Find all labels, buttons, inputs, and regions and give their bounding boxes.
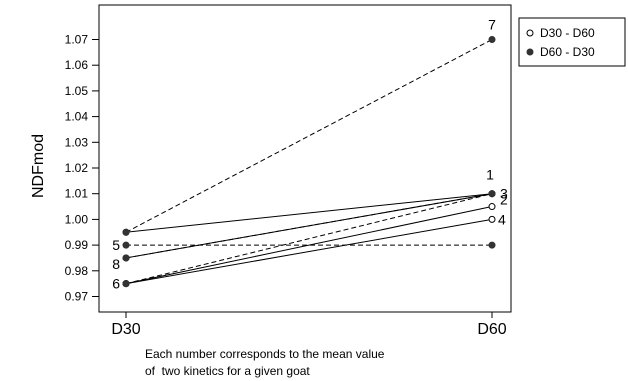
x-tick-label: D30: [111, 321, 140, 338]
y-tick-label: 1.04: [65, 110, 89, 124]
goat-point-4-d60: [488, 215, 496, 223]
y-axis: 0.97 0.98 0.99 1.00 1.01 1.02 1.03 1.04 1.05 1.06…: [65, 33, 99, 304]
caption-line-2: of two kinetics for a given goat: [145, 364, 310, 378]
goat-label-2: 2: [500, 192, 508, 208]
goat-label-8: 8: [112, 256, 120, 272]
goat-label-7: 7: [488, 17, 496, 33]
goat-line-8: [125, 193, 493, 259]
y-tick-label: 1.02: [65, 161, 89, 175]
y-tick-label: 1.07: [65, 33, 89, 47]
goat-line-4: [125, 218, 493, 285]
legend-marker-d60-d30: [526, 48, 534, 56]
legend: D30 - D60 D60 - D30: [518, 17, 626, 67]
y-tick-label: 0.97: [65, 290, 89, 304]
goat-label-5: 5: [112, 237, 120, 253]
series-lines: [125, 39, 493, 285]
y-tick-label: 1.06: [65, 58, 89, 72]
goat-point-2-d60: [488, 203, 496, 211]
goat-point-overlay-5-d60: [488, 241, 496, 249]
y-axis-label: NDFmod: [30, 134, 47, 198]
goat-point-overlay-8-d60: [488, 190, 496, 197]
goat-label-1: 1: [486, 167, 494, 183]
x-tick-label: D60: [477, 321, 506, 338]
goat-line-3: [125, 193, 493, 233]
goat-point-overlay-6-d30: [122, 280, 130, 287]
y-tick-label: 0.99: [65, 238, 89, 252]
goat-line-6: [125, 193, 493, 285]
y-tick-label: 0.98: [65, 264, 89, 278]
goat-line-7: [125, 39, 493, 233]
caption-line-1: Each number corresponds to the mean valu…: [145, 347, 385, 361]
goat-labels: 123 4 5 6 7 8: [112, 17, 508, 292]
legend-label-d60-d30: D60 - D30: [540, 45, 595, 59]
goat-point-overlay-8-d30: [122, 254, 130, 262]
series-points: [122, 36, 496, 288]
goat-point-overlay-5-d30: [122, 241, 130, 249]
y-tick-label: 1.03: [65, 135, 89, 149]
goat-point-overlay-7-d60: [488, 36, 496, 43]
legend-box: [518, 17, 626, 67]
goat-label-6: 6: [112, 276, 120, 292]
y-tick-label: 1.05: [65, 84, 89, 98]
y-tick-label: 1.00: [65, 212, 89, 226]
goat-point-overlay-7-d30: [122, 229, 130, 236]
y-tick-label: 1.01: [65, 187, 89, 201]
legend-marker-d30-d60: [526, 29, 534, 37]
plot-frame: [98, 4, 512, 313]
goat-label-3: 3: [500, 186, 508, 202]
x-axis: D30 D60: [111, 312, 507, 338]
legend-label-d30-d60: D30 - D60: [540, 26, 595, 40]
goat-line-2: [125, 206, 493, 285]
goat-label-4: 4: [498, 211, 506, 227]
